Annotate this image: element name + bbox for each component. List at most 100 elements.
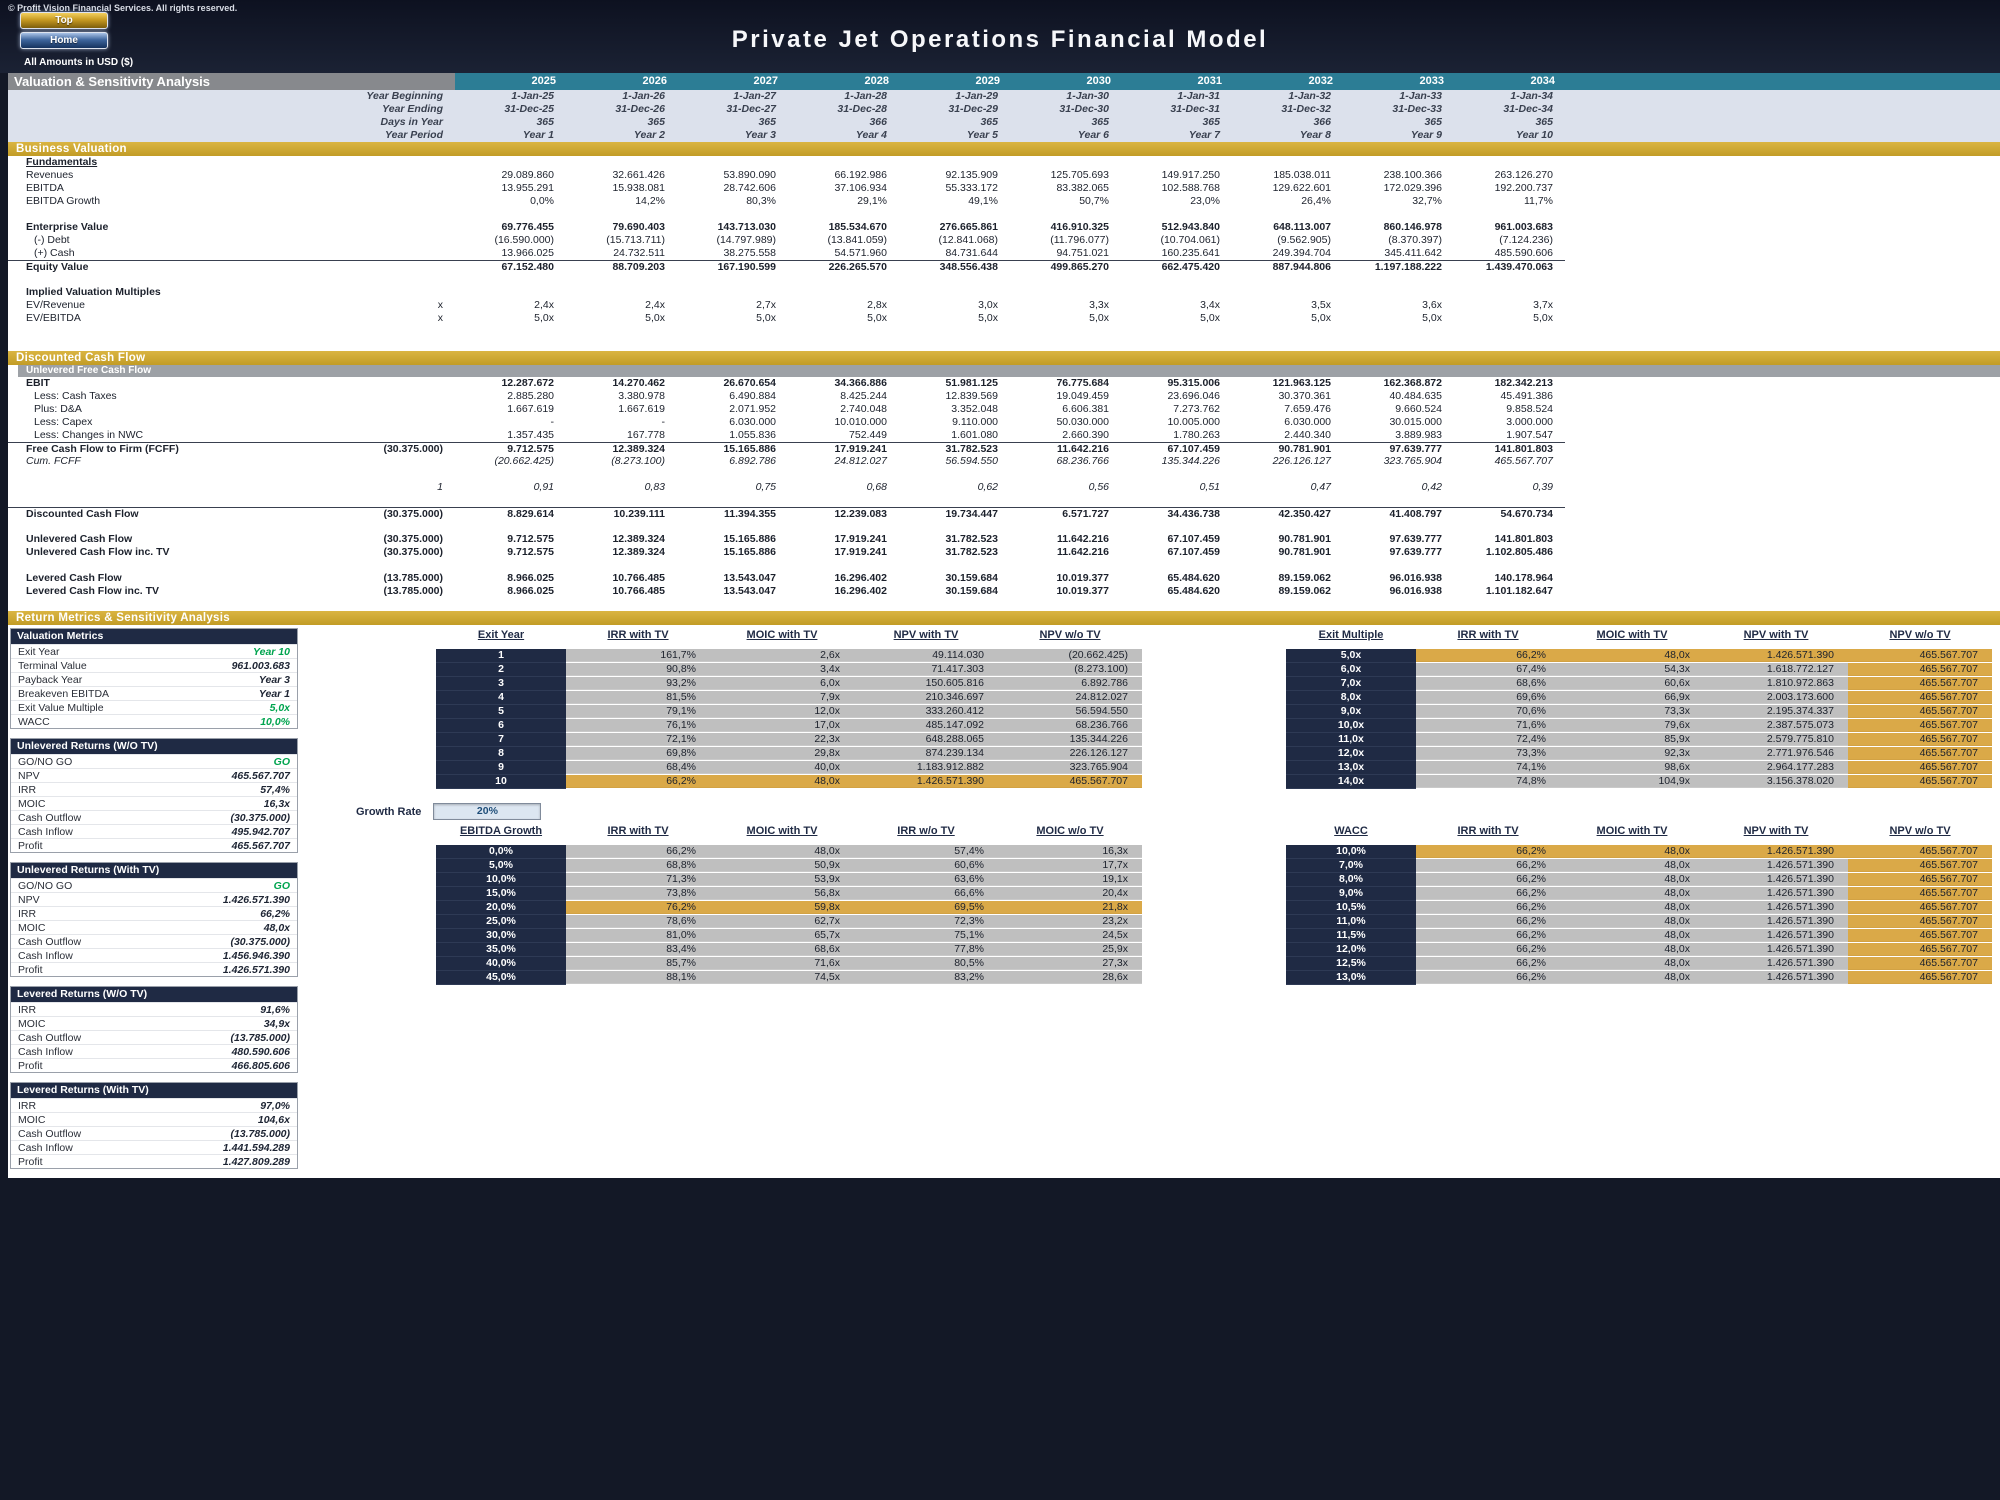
sens-row: 772,1%22,3x648.288.065135.344.226 xyxy=(436,733,1142,747)
row-label-cell xyxy=(8,273,455,286)
sens-value-cell: 85,9x xyxy=(1560,733,1704,746)
metrics-row: Cash Inflow480.590.606 xyxy=(11,1044,297,1058)
fin-cell: 89.159.062 xyxy=(1232,585,1343,598)
metrics-panel: Unlevered Returns (With TV)GO/NO GOGONPV… xyxy=(10,862,298,977)
sens-value-cell: 150.605.816 xyxy=(854,677,998,690)
fin-cell: (12.841.068) xyxy=(899,234,1010,247)
sens-value-cell: 48,0x xyxy=(1560,859,1704,872)
row-label-cell: Year Ending xyxy=(8,103,455,116)
year0-value: (13.785.000) xyxy=(383,585,455,598)
sens-col-header: EBITDA Growth xyxy=(436,823,566,839)
metrics-row: Terminal Value961.003.683 xyxy=(11,658,297,672)
row-label-cell: Year Beginning xyxy=(8,90,455,103)
metrics-panel: Levered Returns (With TV)IRR97,0%MOIC104… xyxy=(10,1082,298,1169)
metric-value: 1.426.571.390 xyxy=(223,964,290,976)
fin-cell xyxy=(1121,520,1232,533)
fin-cell xyxy=(788,156,899,169)
fin-row: Less: Changes in NWC1.357.435167.7781.05… xyxy=(8,429,2000,442)
row-label: Less: Capex xyxy=(34,416,92,429)
fin-cell: Year 5 xyxy=(899,129,1010,142)
sens-value-cell: 24.812.027 xyxy=(998,691,1142,704)
fin-cell: 31-Dec-29 xyxy=(899,103,1010,116)
sens-value-cell: 1.426.571.390 xyxy=(1704,929,1848,942)
row-label: Days in Year xyxy=(381,116,443,129)
row-label-cell: Year Period xyxy=(8,129,455,142)
fin-cell: 55.333.172 xyxy=(899,182,1010,195)
fin-cell: Year 6 xyxy=(1010,129,1121,142)
metrics-row: IRR91,6% xyxy=(11,1002,297,1016)
sens-key-cell: 2 xyxy=(436,663,566,677)
year0-value xyxy=(443,494,455,507)
sens-row: 1161,7%2,6x49.114.030(20.662.425) xyxy=(436,649,1142,663)
fin-cell: 365 xyxy=(1010,116,1121,129)
fin-cell: 30.159.684 xyxy=(899,572,1010,585)
metric-value: 480.590.606 xyxy=(232,1046,290,1058)
fin-cell xyxy=(1343,468,1454,481)
sens-col-header: Exit Year xyxy=(436,627,566,643)
year0-value xyxy=(443,221,455,234)
fin-cell: 10.766.485 xyxy=(566,572,677,585)
fin-row xyxy=(8,208,2000,221)
fin-cell: 23.696.046 xyxy=(1121,390,1232,403)
row-label-cell: Less: Cash Taxes xyxy=(8,390,455,403)
fin-cell: (16.590.000) xyxy=(455,234,566,247)
sens-value-cell: 69,5% xyxy=(854,901,998,914)
fin-cell: 68.236.766 xyxy=(1010,455,1121,468)
fin-cell xyxy=(677,338,788,351)
fin-cell: (8.273.100) xyxy=(566,455,677,468)
sens-header-row: EBITDA GrowthIRR with TVMOIC with TVIRR … xyxy=(436,823,1142,839)
sens-value-cell: 68,4% xyxy=(566,761,710,774)
year0-value: (30.375.000) xyxy=(383,546,455,559)
fin-cell: 97.639.777 xyxy=(1343,546,1454,559)
fin-cell: 56.594.550 xyxy=(899,455,1010,468)
fin-cell: 1.439.470.063 xyxy=(1454,260,1565,273)
year0-value: (30.375.000) xyxy=(383,533,455,546)
fin-cell: 8.966.025 xyxy=(455,572,566,585)
fin-cell xyxy=(566,468,677,481)
fin-cell: (13.841.059) xyxy=(788,234,899,247)
fin-row: Unlevered Cash Flow(30.375.000)9.712.575… xyxy=(8,533,2000,546)
fin-cell: 12.287.672 xyxy=(455,377,566,390)
row-label-cell: EBITDA Growth xyxy=(8,195,455,208)
metric-label: IRR xyxy=(18,1100,36,1112)
year0-value: (30.375.000) xyxy=(383,508,455,520)
fin-cell: 141.801.803 xyxy=(1454,533,1565,546)
metric-label: Profit xyxy=(18,840,43,852)
sens-key-cell: 10 xyxy=(436,775,566,789)
fin-row xyxy=(8,598,2000,611)
metric-value: GO xyxy=(274,756,290,768)
fin-cell: 15.165.886 xyxy=(677,533,788,546)
metric-value: (30.375.000) xyxy=(230,936,290,948)
sens-value-cell: 48,0x xyxy=(1560,957,1704,970)
fin-cell xyxy=(899,208,1010,221)
fin-cell xyxy=(1121,468,1232,481)
fin-cell xyxy=(455,273,566,286)
sens-value-cell: 83,2% xyxy=(854,971,998,984)
fin-cell: 13.543.047 xyxy=(677,585,788,598)
fin-row: Days in Year3653653653663653653653663653… xyxy=(8,116,2000,129)
fin-cell: 9.660.524 xyxy=(1343,403,1454,416)
growth-rate-input[interactable]: 20% xyxy=(433,803,541,820)
sens-value-cell: 6,0x xyxy=(710,677,854,690)
sens-value-cell: 2.771.976.546 xyxy=(1704,747,1848,760)
fin-cell: 1.055.836 xyxy=(677,429,788,442)
sens-value-cell: 874.239.134 xyxy=(854,747,998,760)
metric-value: 1.456.946.390 xyxy=(223,950,290,962)
year0-value xyxy=(443,156,455,169)
fin-cell xyxy=(1010,520,1121,533)
fin-cell xyxy=(1343,520,1454,533)
fin-cell: 8.966.025 xyxy=(455,585,566,598)
metric-label: Cash Outflow xyxy=(18,812,81,824)
fin-row xyxy=(8,520,2000,533)
fin-cell: 10.019.377 xyxy=(1010,585,1121,598)
sens-key-cell: 45,0% xyxy=(436,971,566,985)
sens-value-cell: 1.426.571.390 xyxy=(1704,943,1848,956)
sens-value-cell: 465.567.707 xyxy=(1848,649,1992,662)
sens-value-cell: 465.567.707 xyxy=(998,775,1142,788)
row-label: Less: Changes in NWC xyxy=(34,429,143,442)
fin-cell: 160.235.641 xyxy=(1121,247,1232,260)
metric-label: Exit Value Multiple xyxy=(18,702,104,714)
sens-key-cell: 35,0% xyxy=(436,943,566,957)
year0-value xyxy=(443,325,455,338)
sens-row: 8,0x69,6%66,9x2.003.173.600465.567.707 xyxy=(1286,691,1992,705)
